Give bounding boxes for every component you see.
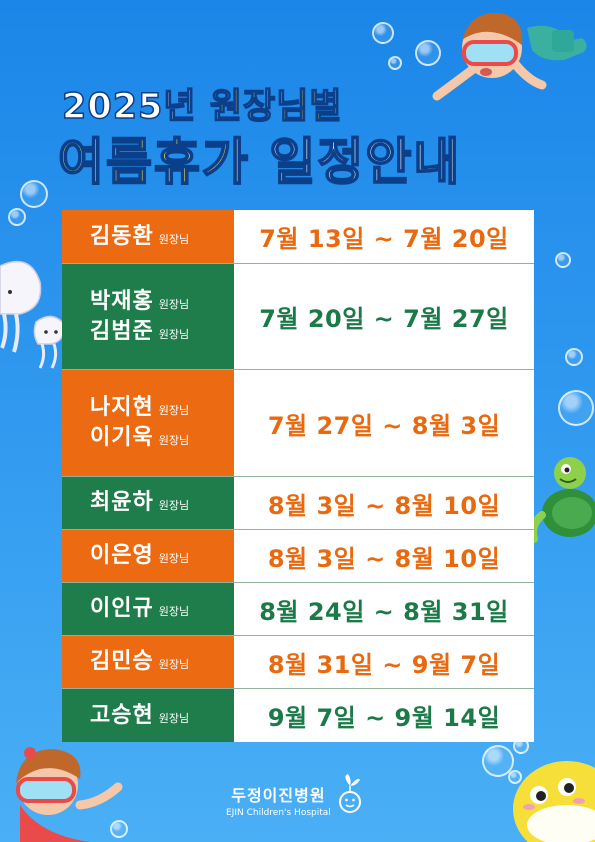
vacation-dates: 7월 13일 ~ 7월 20일 [259, 225, 509, 253]
doctor-name: 최윤하 [90, 490, 154, 516]
doctor-name: 박재홍 [90, 288, 154, 314]
doctor-cell: 나지현 원장님 이기욱 원장님 [62, 370, 234, 476]
schedule-row: 나지현 원장님 이기욱 원장님 7월 27일 ~ 8월 3일 [62, 370, 534, 477]
vacation-dates: 7월 27일 ~ 8월 3일 [267, 411, 501, 440]
vacation-schedule-table: 김동환 원장님 7월 13일 ~ 7월 20일 박재홍 원장님 김범준 원장님 7월 … [62, 210, 534, 742]
doctor-title: 원장님 [158, 297, 190, 311]
bubble [8, 208, 26, 226]
doctor-cell: 김동환 원장님 [62, 210, 234, 263]
vacation-dates: 7월 20일 ~ 7월 27일 [259, 305, 509, 333]
schedule-row: 최윤하 원장님 8월 3일 ~ 8월 10일 [62, 477, 534, 530]
doctor-entry: 김범준 원장님 [90, 317, 234, 347]
title-main-rest: 일정안내 [268, 132, 462, 192]
vacation-dates: 8월 3일 ~ 8월 10일 [267, 491, 501, 520]
vacation-dates: 8월 3일 ~ 8월 10일 [267, 544, 501, 573]
doctor-entry: 고승현 원장님 [90, 701, 234, 731]
doctor-entry: 이은영 원장님 [90, 541, 234, 571]
bubble [508, 770, 522, 784]
doctor-cell: 이인규 원장님 [62, 583, 234, 635]
doctor-title: 원장님 [158, 499, 190, 513]
doctor-title: 원장님 [158, 404, 190, 418]
doctor-name: 이은영 [90, 543, 154, 569]
doctor-cell: 이은영 원장님 [62, 530, 234, 582]
doctor-title: 원장님 [158, 552, 190, 566]
doctor-entry: 이기욱 원장님 [90, 423, 234, 453]
title-year: 2025년 [61, 86, 197, 128]
bubble [110, 820, 128, 838]
schedule-row: 박재홍 원장님 김범준 원장님 7월 20일 ~ 7월 27일 [62, 264, 534, 370]
bubble [558, 390, 594, 426]
bubble [388, 56, 402, 70]
doctor-name: 나지현 [90, 395, 154, 421]
doctor-cell: 고승현 원장님 [62, 689, 234, 742]
vacation-dates: 8월 24일 ~ 8월 31일 [259, 597, 509, 626]
doctor-entry: 나지현 원장님 [90, 393, 234, 423]
bubble [20, 180, 48, 208]
doctor-name: 이기욱 [90, 425, 154, 450]
hospital-name-korean: 두정이진병원 [231, 786, 326, 805]
doctor-entry: 최윤하 원장님 [90, 488, 234, 518]
doctor-title: 원장님 [158, 711, 190, 725]
schedule-row: 이인규 원장님 8월 24일 ~ 8월 31일 [62, 583, 534, 636]
title-subtitle: 원장님별 [209, 86, 343, 128]
doctor-entry: 김민승 원장님 [90, 647, 234, 677]
title-line-1: 2025년 원장님별 [61, 78, 343, 129]
title-main-highlight: 여름휴가 [57, 132, 250, 192]
jellyfish-illustration [0, 260, 65, 369]
doctor-title: 원장님 [158, 232, 190, 246]
bubble [482, 745, 514, 777]
vacation-dates: 8월 31일 ~ 9월 7일 [267, 650, 501, 679]
doctor-title: 원장님 [158, 605, 190, 619]
bubble [415, 40, 441, 66]
doctor-name: 이인규 [90, 596, 154, 622]
schedule-row: 김민승 원장님 8월 31일 ~ 9월 7일 [62, 636, 534, 689]
doctor-entry: 김동환 원장님 [90, 222, 234, 252]
schedule-row: 고승현 원장님 9월 7일 ~ 9월 14일 [62, 689, 534, 742]
doctor-name: 김범준 [90, 318, 154, 344]
turtle-illustration [530, 457, 595, 543]
hospital-name-english: EJIN Children's Hospital [226, 808, 331, 818]
doctor-title: 원장님 [158, 327, 190, 341]
bubble [555, 252, 571, 268]
doctor-cell: 김민승 원장님 [62, 636, 234, 688]
yellow-fish-illustration [513, 761, 595, 842]
schedule-row: 김동환 원장님 7월 13일 ~ 7월 20일 [62, 210, 534, 264]
doctor-entry: 이인규 원장님 [90, 594, 234, 624]
hospital-logo: 두정이진병원 EJIN Children's Hospital [226, 782, 331, 818]
bubble [565, 348, 583, 366]
doctor-cell: 최윤하 원장님 [62, 477, 234, 529]
vacation-dates: 9월 7일 ~ 9월 14일 [267, 704, 501, 732]
doctor-name: 고승현 [90, 702, 154, 728]
doctor-name: 김민승 [90, 649, 154, 675]
swimming-boy-illustration [432, 13, 587, 101]
doctor-title: 원장님 [158, 658, 190, 672]
doctor-entry: 박재홍 원장님 [90, 287, 234, 317]
doctor-title: 원장님 [158, 434, 190, 447]
hospital-logo-icon [339, 774, 361, 813]
doctor-name: 김동환 [90, 223, 154, 249]
title-line-2: 여름휴가 일정안내 [57, 122, 462, 194]
schedule-row: 이은영 원장님 8월 3일 ~ 8월 10일 [62, 530, 534, 583]
doctor-cell: 박재홍 원장님 김범준 원장님 [62, 264, 234, 369]
bubble [372, 22, 394, 44]
swimming-girl-illustration [16, 747, 123, 842]
